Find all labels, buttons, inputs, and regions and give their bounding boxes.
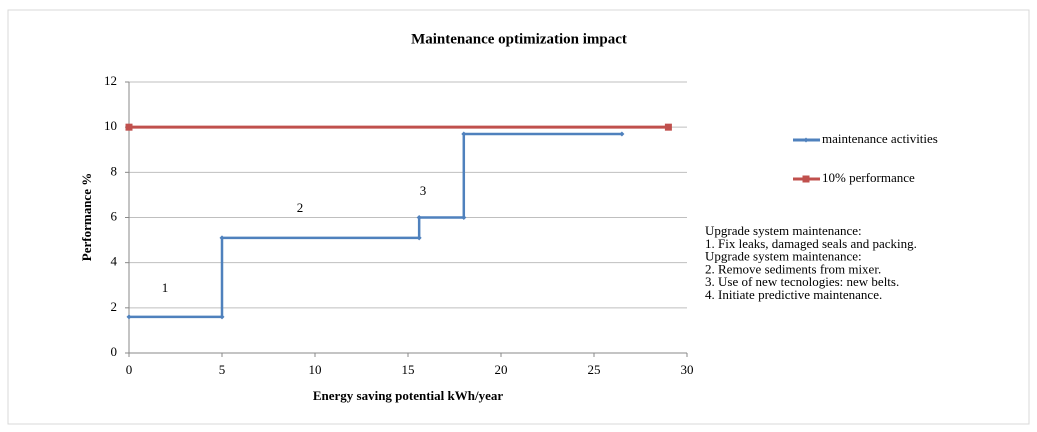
marker	[126, 314, 132, 320]
marker	[125, 123, 133, 131]
legend-label: maintenance activities	[822, 131, 938, 146]
series-line	[129, 132, 622, 319]
chart-title: Maintenance optimization impact	[411, 31, 627, 47]
x-tick-label: 10	[309, 362, 322, 377]
legend-marker	[802, 175, 810, 183]
y-tick-label: 8	[111, 163, 118, 178]
marker	[416, 235, 422, 241]
marker	[664, 123, 672, 131]
x-tick-label: 5	[219, 362, 226, 377]
y-axis-label: Performance %	[79, 173, 94, 261]
marker	[461, 131, 467, 137]
marker	[619, 131, 625, 137]
marker	[219, 235, 225, 241]
note: 4. Initiate predictive maintenance.	[705, 287, 882, 302]
x-tick-label: 25	[588, 362, 601, 377]
x-tick-label: 15	[402, 362, 415, 377]
marker	[461, 215, 467, 220]
note: 3. Use of new tecnologies: new belts.	[705, 274, 899, 289]
y-tick-label: 2	[111, 299, 118, 314]
y-tick-label: 12	[104, 73, 117, 88]
x-tick-label: 30	[681, 362, 694, 377]
annotation: 2	[297, 200, 304, 215]
note: Upgrade system maintenance:	[705, 223, 862, 238]
y-tick-label: 4	[111, 254, 118, 269]
note: Upgrade system maintenance:	[705, 249, 862, 264]
note: 1. Fix leaks, damaged seals and packing.	[705, 236, 917, 251]
x-tick-label: 20	[495, 362, 508, 377]
legend-marker	[803, 137, 809, 143]
marker	[416, 215, 422, 220]
legend-label: 10% performance	[822, 170, 915, 185]
y-tick-label: 6	[111, 208, 118, 223]
marker	[219, 314, 225, 320]
annotation: 1	[162, 280, 169, 295]
note: 2. Remove sediments from mixer.	[705, 261, 881, 276]
x-tick-label: 0	[126, 362, 133, 377]
y-tick-label: 10	[104, 118, 117, 133]
annotation: 3	[420, 183, 427, 198]
x-axis-label: Energy saving potential kWh/year	[313, 388, 504, 403]
y-tick-label: 0	[111, 344, 118, 359]
